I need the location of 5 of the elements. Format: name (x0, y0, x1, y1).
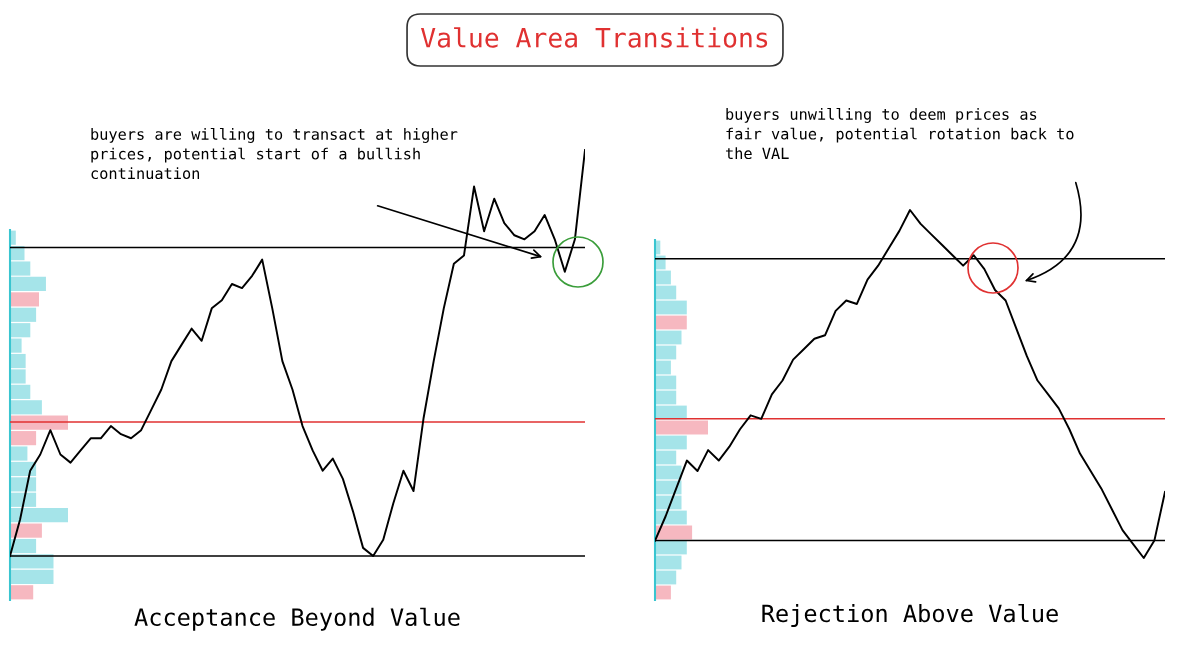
x-axis-title: Rejection Above Value (762, 603, 1058, 627)
x-axis-title: Acceptance Beyond Value (134, 607, 460, 631)
annotation: buyers are willing to transact at higher prices, potential start of a bullish continuation (91, 128, 458, 180)
text: buyers unwilling to deem prices as fair value, potential rotation back to the VAL (725, 108, 1074, 160)
chart-title: Value Area Transitions (420, 27, 768, 48)
